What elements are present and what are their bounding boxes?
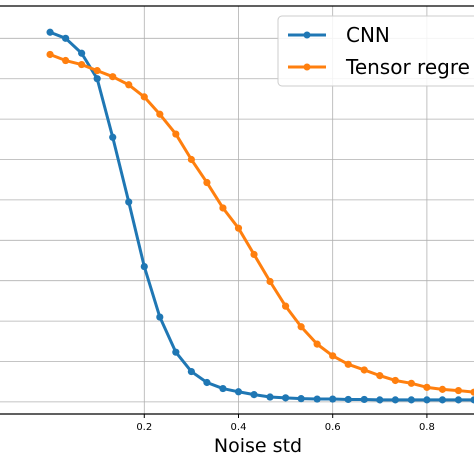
series-layer — [46, 28, 474, 404]
x-axis-title: Noise std — [214, 435, 302, 457]
data-point-tensor-regre — [297, 323, 305, 331]
data-point-tensor-regre — [360, 366, 368, 374]
data-point-cnn — [281, 394, 290, 402]
data-point-cnn — [266, 393, 274, 401]
data-point-cnn — [140, 262, 148, 271]
data-point-cnn — [360, 395, 368, 404]
data-point-cnn — [62, 34, 70, 42]
legend-frame — [277, 15, 474, 87]
legend-label-cnn: CNN — [346, 23, 390, 47]
x-tick-label: 0.2 — [136, 422, 152, 433]
data-point-cnn — [219, 384, 227, 393]
data-point-cnn — [313, 395, 321, 403]
data-point-cnn — [250, 391, 258, 399]
data-point-cnn — [376, 396, 384, 404]
data-point-tensor-regre — [407, 379, 415, 387]
series-tensor-regre — [46, 50, 474, 396]
x-tick-label: 0.4 — [231, 422, 247, 433]
data-point-tensor-regre — [219, 204, 227, 212]
data-point-cnn — [93, 75, 101, 83]
data-point-tensor-regre — [125, 81, 133, 89]
data-point-tensor-regre — [78, 60, 86, 69]
data-point-cnn — [391, 396, 399, 404]
data-point-tensor-regre — [470, 388, 474, 396]
axes — [0, 5, 474, 418]
legend-marker-tensor-regre — [303, 63, 311, 71]
series-line-tensor-regre — [49, 53, 474, 394]
data-point-cnn — [344, 395, 352, 404]
data-point-cnn — [470, 396, 474, 404]
data-point-cnn — [234, 388, 243, 396]
data-point-tensor-regre — [313, 340, 321, 348]
x-tick-labels: 0.2 0.4 0.6 0.8 — [136, 422, 435, 433]
series-line-cnn — [49, 30, 474, 402]
data-point-cnn — [454, 396, 463, 404]
data-point-cnn — [187, 367, 195, 376]
data-point-tensor-regre — [376, 372, 384, 380]
data-point-cnn — [109, 133, 117, 141]
data-point-tensor-regre — [281, 302, 290, 310]
data-point-tensor-regre — [329, 352, 337, 360]
data-point-cnn — [172, 348, 180, 356]
data-point-tensor-regre — [140, 93, 148, 101]
x-tick-label: 0.6 — [325, 422, 341, 433]
data-point-cnn — [156, 313, 164, 321]
series-cnn — [46, 28, 474, 404]
data-point-tensor-regre — [93, 67, 101, 75]
legend-marker-cnn — [303, 31, 311, 39]
data-point-cnn — [297, 395, 305, 403]
data-point-tensor-regre — [156, 110, 164, 118]
data-point-cnn — [203, 378, 211, 387]
x-tick-label: 0.8 — [419, 422, 435, 433]
data-point-cnn — [329, 395, 337, 403]
data-point-cnn — [125, 198, 133, 206]
data-point-cnn — [423, 396, 431, 404]
data-point-tensor-regre — [62, 56, 70, 65]
data-point-tensor-regre — [266, 277, 274, 286]
data-point-cnn — [438, 396, 447, 404]
data-point-cnn — [407, 396, 415, 404]
data-point-tensor-regre — [250, 250, 258, 259]
data-point-cnn — [78, 49, 86, 57]
data-point-tensor-regre — [391, 376, 399, 385]
data-point-tensor-regre — [46, 50, 54, 59]
data-point-tensor-regre — [234, 224, 243, 232]
data-point-tensor-regre — [172, 130, 180, 138]
data-point-tensor-regre — [438, 385, 447, 393]
data-point-tensor-regre — [344, 360, 352, 368]
data-point-tensor-regre — [454, 386, 463, 395]
data-point-tensor-regre — [187, 155, 195, 164]
legend: CNN Tensor regre — [277, 15, 474, 87]
data-point-tensor-regre — [109, 73, 117, 81]
data-point-tensor-regre — [423, 383, 431, 391]
data-point-tensor-regre — [203, 178, 211, 187]
legend-label-tensor-regre: Tensor regre — [345, 55, 470, 79]
data-point-cnn — [46, 28, 54, 36]
